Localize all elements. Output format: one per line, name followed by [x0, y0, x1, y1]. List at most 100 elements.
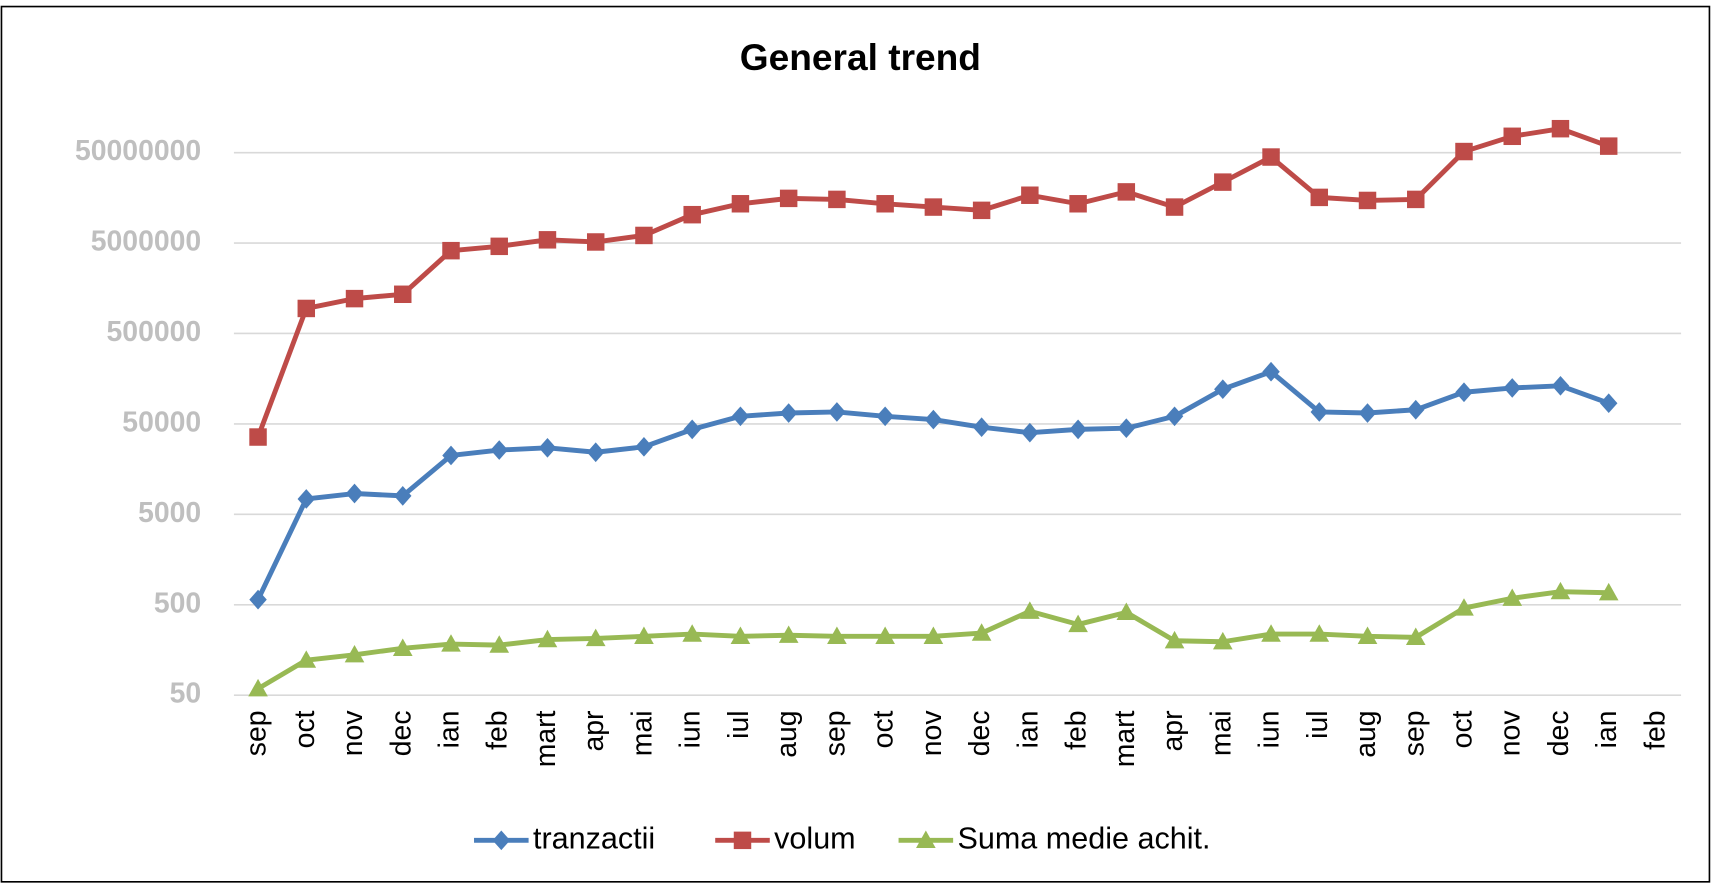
point — [778, 625, 799, 643]
point — [394, 486, 412, 506]
x-tick-label: mai — [1205, 710, 1237, 756]
x-tick-label: dec — [1543, 710, 1575, 756]
point — [442, 241, 460, 260]
point — [1021, 422, 1039, 443]
x-tick-label: mai — [626, 710, 658, 756]
point — [1503, 378, 1521, 398]
point — [538, 231, 557, 249]
point — [297, 299, 316, 318]
x-tick-label: feb — [482, 710, 514, 749]
point — [1262, 148, 1280, 166]
point — [1502, 588, 1523, 606]
point — [344, 644, 365, 663]
x-tick-label: apr — [1157, 710, 1189, 751]
point — [537, 629, 558, 648]
x-tick-label: nov — [1495, 710, 1527, 757]
point — [1455, 142, 1473, 161]
point — [1262, 361, 1280, 382]
legend-marker — [492, 830, 511, 851]
point — [731, 195, 750, 213]
x-tick-label: iul — [1302, 710, 1334, 738]
point — [1454, 598, 1474, 616]
y-tick-label: 50 — [170, 678, 202, 710]
point — [971, 623, 992, 641]
x-tick-label: nov — [916, 710, 948, 757]
x-tick-label: iul — [723, 710, 755, 738]
point — [394, 285, 412, 304]
point — [1116, 602, 1137, 621]
legend-marker — [733, 831, 752, 850]
point — [1310, 188, 1329, 207]
point — [1021, 186, 1039, 204]
point — [1212, 631, 1233, 650]
x-tick-label: feb — [1639, 710, 1671, 749]
point — [923, 626, 944, 644]
x-tick-label: ian — [1012, 710, 1044, 748]
x-tick-label: oct — [868, 710, 900, 748]
legend-label: tranzactii — [533, 821, 655, 855]
y-tick-label: 5000000 — [91, 226, 201, 258]
point — [1020, 601, 1040, 619]
point — [1069, 419, 1087, 440]
chart-title: General trend — [740, 36, 981, 78]
x-tick-label: dec — [385, 710, 417, 756]
point — [1503, 127, 1521, 146]
point — [296, 650, 317, 668]
point — [1310, 402, 1329, 422]
point — [730, 626, 751, 644]
y-tick-label: 500000 — [107, 316, 202, 348]
point — [779, 189, 798, 208]
point — [249, 589, 267, 610]
x-tick-label: iun — [675, 710, 707, 748]
point — [1165, 406, 1184, 427]
y-tick-label: 500 — [154, 587, 201, 619]
x-tick-label: nov — [337, 710, 369, 757]
point — [1165, 198, 1184, 216]
x-tick-label: ian — [1591, 710, 1623, 748]
x-tick-label: aug — [771, 710, 803, 757]
point — [490, 237, 508, 256]
point — [1261, 624, 1281, 642]
x-tick-label: oct — [1446, 710, 1478, 748]
point — [924, 198, 943, 216]
point — [876, 195, 894, 213]
point — [828, 190, 846, 209]
legend-label: Suma medie achit. — [957, 821, 1210, 855]
point — [1405, 627, 1426, 646]
x-tick-label: oct — [289, 710, 321, 748]
point — [634, 626, 654, 644]
x-tick-label: mart — [530, 710, 562, 767]
point — [297, 489, 316, 509]
point — [585, 628, 606, 647]
legend-marker — [916, 830, 936, 848]
point — [683, 205, 701, 224]
point — [1407, 190, 1425, 209]
point — [1599, 137, 1618, 155]
point — [345, 289, 364, 308]
point — [1164, 630, 1185, 649]
point — [441, 634, 461, 652]
point — [1551, 375, 1570, 396]
y-tick-label: 5000 — [138, 497, 201, 529]
point — [1550, 581, 1571, 600]
x-tick-label: ian — [433, 710, 465, 748]
x-tick-label: iun — [1254, 710, 1286, 748]
point — [1598, 582, 1619, 601]
point — [489, 635, 510, 653]
x-tick-label: sep — [1398, 710, 1430, 756]
point — [1357, 626, 1378, 644]
point — [1309, 624, 1330, 642]
point — [1551, 119, 1570, 138]
y-tick-label: 50000000 — [75, 135, 201, 167]
x-tick-label: sep — [819, 710, 851, 756]
point — [392, 638, 413, 656]
x-tick-label: aug — [1350, 710, 1382, 757]
point — [1455, 382, 1473, 403]
x-tick-label: dec — [964, 710, 996, 756]
point — [682, 624, 703, 642]
point — [1407, 399, 1425, 420]
point — [1068, 614, 1088, 633]
point — [972, 417, 991, 438]
point — [586, 233, 605, 251]
point — [635, 226, 653, 245]
